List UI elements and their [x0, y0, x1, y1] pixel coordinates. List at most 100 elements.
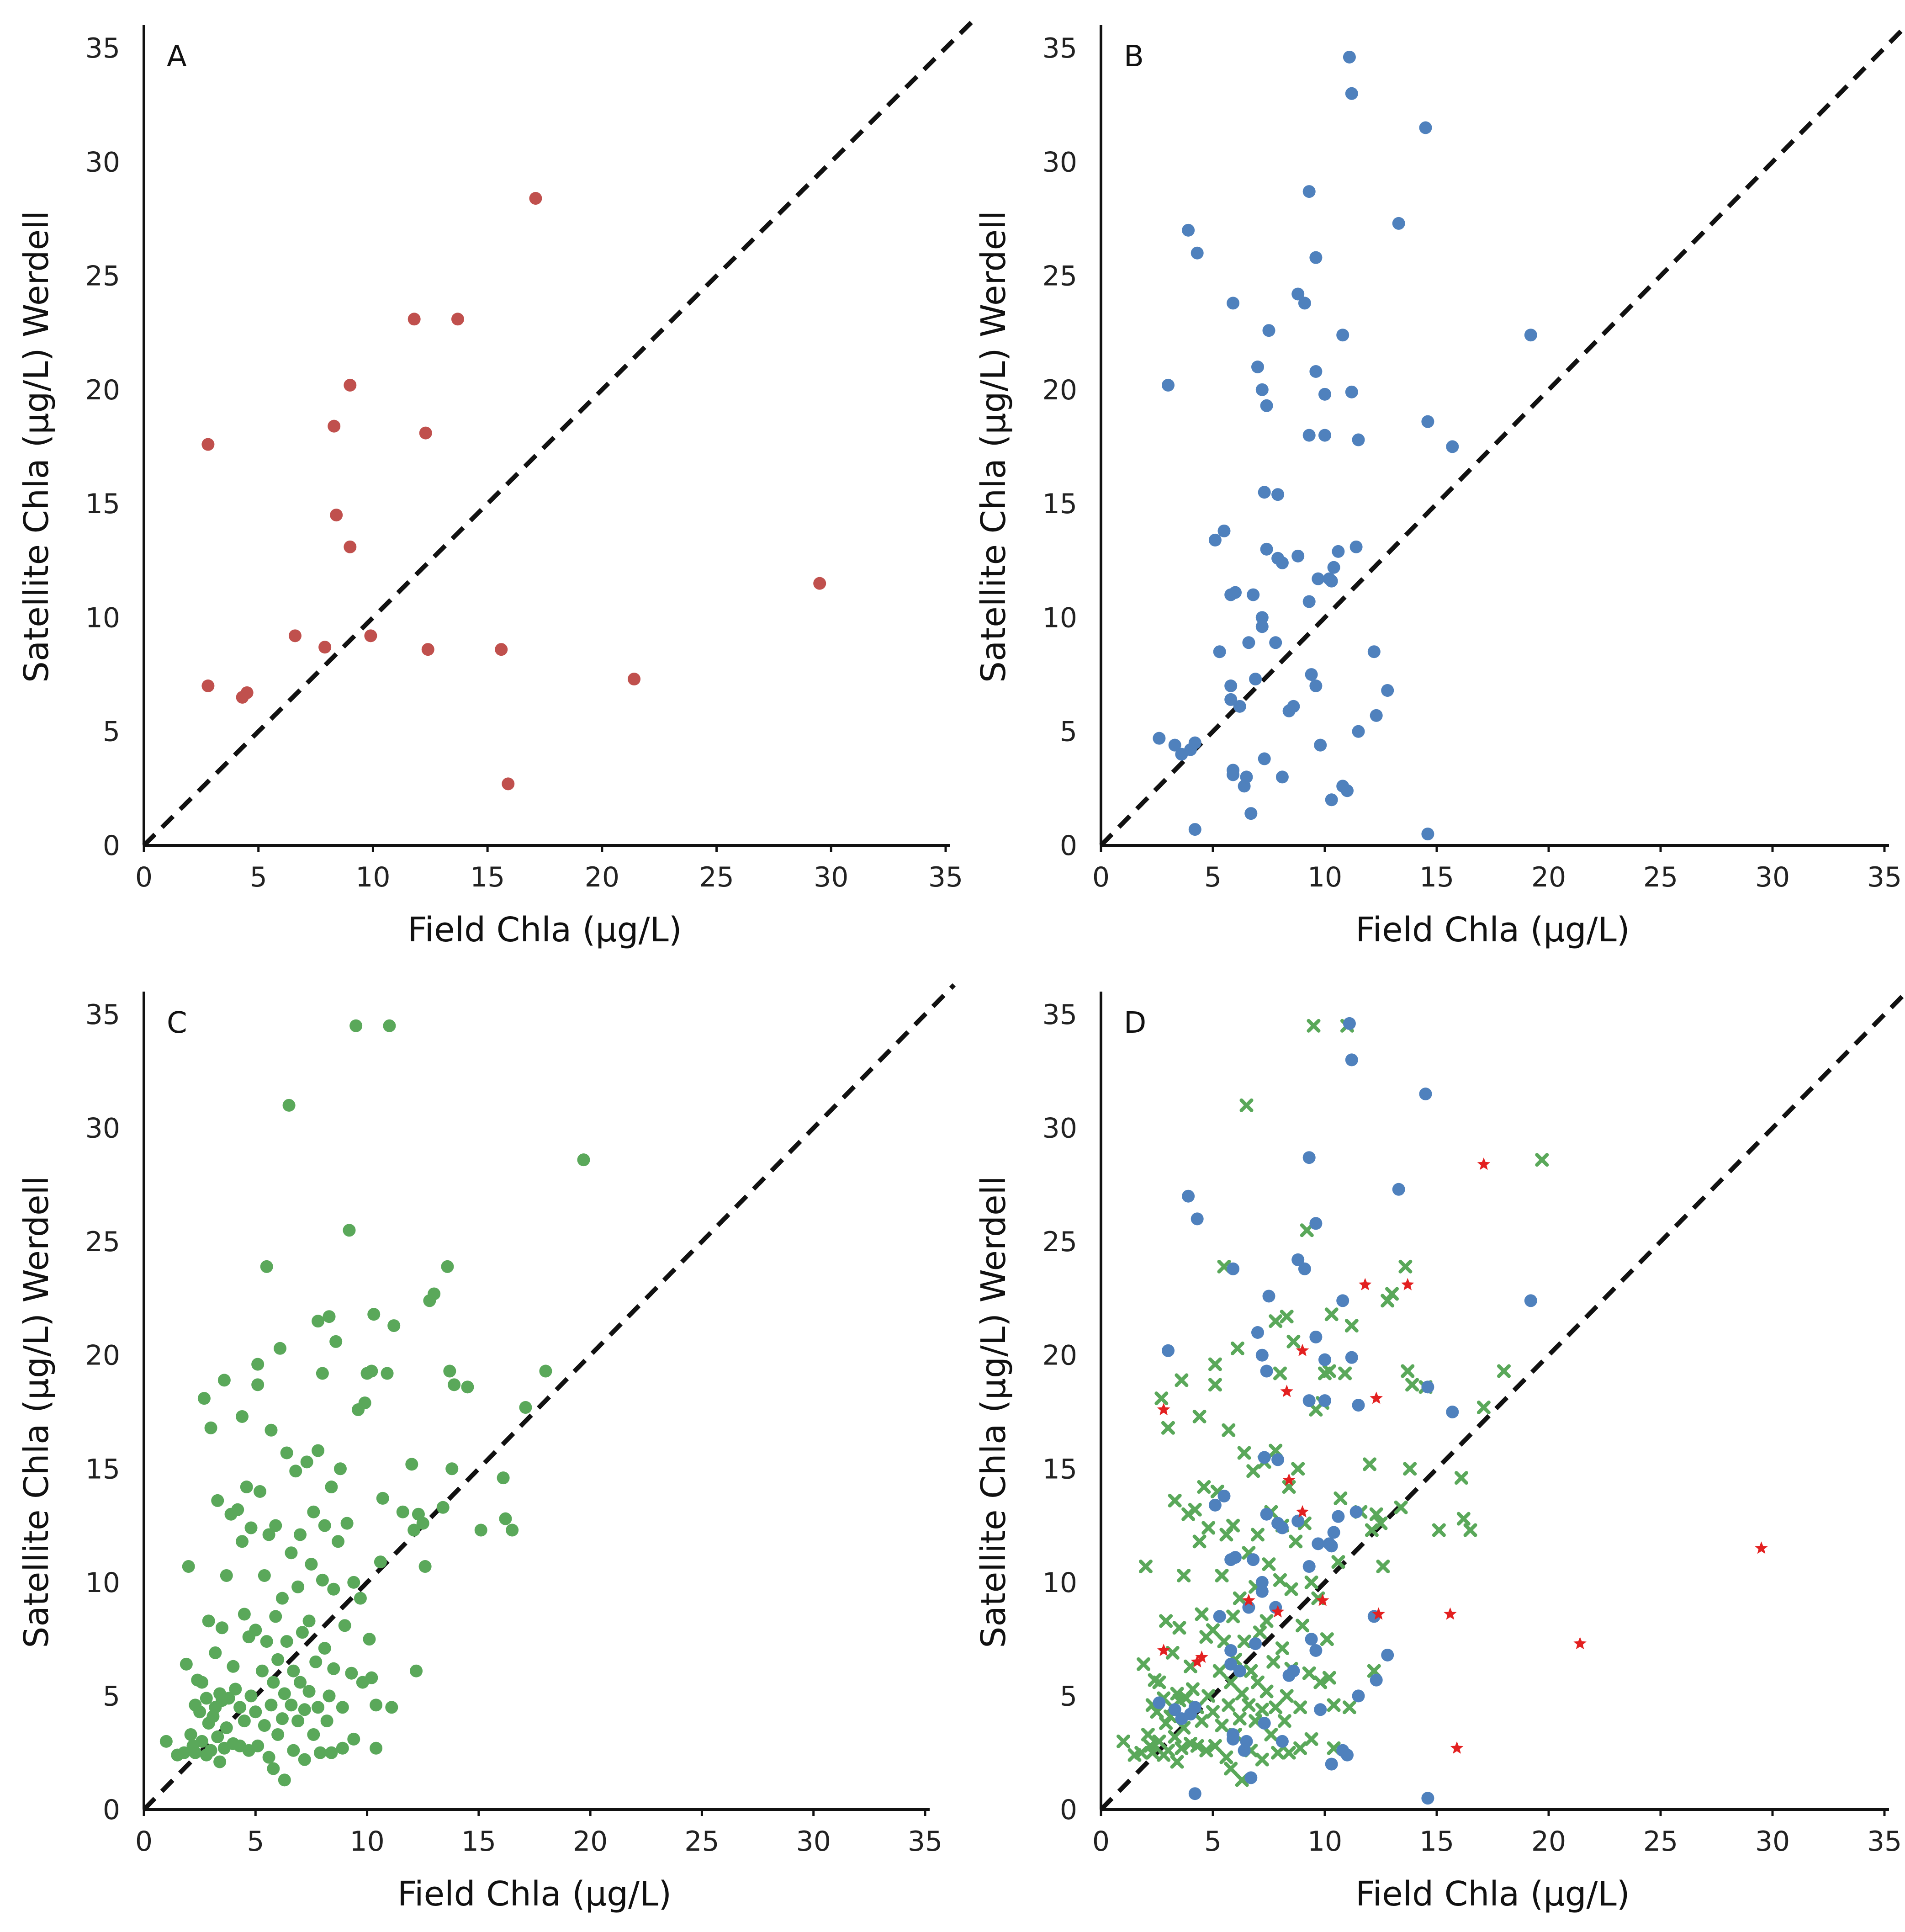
- panel-d-point: [1327, 1526, 1340, 1539]
- panel-d-point: [1208, 1739, 1222, 1753]
- panel-c-point: [260, 1260, 273, 1273]
- panel-d-point: [1282, 1746, 1296, 1760]
- panel-d-point: [1217, 1635, 1231, 1649]
- panel-d-point: [1239, 1098, 1254, 1112]
- panel-c-point: [204, 1744, 217, 1757]
- panel-b-point: [1269, 636, 1282, 649]
- panel-c-point: [197, 1392, 211, 1405]
- panel-d-point: [1309, 1217, 1323, 1230]
- panel-b-point: [1224, 693, 1238, 706]
- panel-c-point: [280, 1446, 293, 1460]
- panel-d-point: [1192, 1534, 1206, 1549]
- panel-c-point: [336, 1701, 349, 1714]
- panel-c-point: [285, 1546, 298, 1560]
- panel-d-point: [1215, 1568, 1229, 1582]
- panel-c-point: [327, 1582, 340, 1596]
- panel-c-point: [506, 1523, 519, 1537]
- panel-d-point: [1175, 1741, 1189, 1755]
- panel-d-point: [1260, 1507, 1273, 1521]
- panel-d-point: [1392, 1183, 1405, 1196]
- panel-c-point: [313, 1746, 327, 1759]
- panel-d-point: [1343, 1017, 1356, 1030]
- panel-d-point: [1273, 1366, 1287, 1380]
- panel-d-points: [1117, 1017, 1768, 1805]
- panel-d-point: [1212, 1664, 1227, 1678]
- panel-c-point: [227, 1660, 240, 1673]
- panel-c-point: [298, 1753, 311, 1766]
- panel-c-point: [497, 1471, 510, 1485]
- panel-d-point: [1242, 1698, 1256, 1712]
- panel-a-y-tick-label: 5: [103, 716, 120, 748]
- panel-d-point: [1206, 1705, 1220, 1719]
- panel-d-point: [1222, 1423, 1236, 1437]
- panel-d-point: [1302, 1394, 1316, 1407]
- panel-d-y-tick-label: 15: [1042, 1453, 1077, 1485]
- panel-d-y-tick-label: 10: [1042, 1567, 1077, 1599]
- panel-d-point: [1324, 1307, 1339, 1322]
- panel-d-point: [1280, 1310, 1294, 1324]
- panel-c-point: [327, 1662, 340, 1675]
- panel-d-point: [1157, 1644, 1170, 1656]
- panel-d-point: [1208, 1378, 1222, 1392]
- panel-d-point: [1251, 1326, 1264, 1339]
- panel-c-point: [336, 1741, 349, 1755]
- panel-d-point: [1141, 1727, 1155, 1741]
- panel-c-point: [291, 1714, 305, 1728]
- panel-b-point: [1325, 574, 1338, 588]
- panel-d-point: [1401, 1278, 1414, 1290]
- panel-d-point: [1258, 1717, 1271, 1730]
- panel-b-point: [1381, 684, 1394, 697]
- panel-c-point: [298, 1703, 311, 1716]
- panel-c-point: [416, 1517, 429, 1530]
- panel-d-point: [1374, 1516, 1388, 1530]
- panel-c-point: [251, 1358, 265, 1371]
- panel-c-point: [365, 1671, 378, 1684]
- panel-c-point: [177, 1746, 190, 1759]
- panel-c-point: [499, 1512, 512, 1525]
- panel-b-point: [1188, 823, 1201, 836]
- panel-b-x-tick-label: 10: [1307, 861, 1342, 893]
- panel-d-point: [1755, 1541, 1768, 1554]
- panel-d-point: [1293, 1700, 1307, 1714]
- panel-c-point: [231, 1503, 244, 1516]
- panel-c-point: [365, 1364, 378, 1378]
- panel-d-point: [1168, 1703, 1181, 1716]
- panel-d-point: [1325, 1539, 1338, 1553]
- panel-a-x-tick-label: 30: [814, 861, 848, 893]
- panel-b-point: [1275, 556, 1289, 569]
- panel-d-point: [1309, 1644, 1323, 1657]
- panel-b-point: [1275, 770, 1289, 784]
- panel-d-point: [1244, 1664, 1258, 1678]
- panel-d-x-tick-label: 15: [1419, 1826, 1454, 1858]
- panel-d-point: [1309, 1330, 1323, 1343]
- panel-d-point: [1137, 1657, 1151, 1671]
- panel-c-point: [159, 1735, 173, 1748]
- panel-c-point: [347, 1576, 360, 1589]
- panel-b-label: B: [1124, 40, 1144, 74]
- panel-d-point: [1421, 1792, 1434, 1805]
- panel-c-point: [316, 1367, 329, 1380]
- panel-d-point: [1421, 1380, 1434, 1394]
- panel-c-y-tick-label: 5: [103, 1680, 120, 1712]
- panel-c-point: [519, 1401, 532, 1414]
- panel-d-point: [1269, 1314, 1283, 1328]
- panel-d-point: [1313, 1675, 1328, 1689]
- panel-c-point: [235, 1410, 249, 1423]
- panel-d-point: [1291, 1462, 1305, 1476]
- panel-d-point: [1342, 1700, 1356, 1714]
- panel-b-x-tick-label: 0: [1092, 861, 1110, 893]
- panel-b-x-tick-label: 15: [1419, 861, 1454, 893]
- panel-b-y-ticks: 0 5 10 15 20 25 30 35: [1042, 32, 1077, 862]
- panel-d-point: [1191, 1655, 1204, 1667]
- panel-c-point: [307, 1728, 320, 1741]
- panel-d-point: [1264, 1727, 1278, 1741]
- panel-c-point: [249, 1624, 262, 1637]
- panel-c-point: [200, 1692, 213, 1705]
- panel-d-point: [1240, 1735, 1253, 1748]
- panel-b-point: [1345, 385, 1358, 398]
- panel-c-point: [441, 1260, 454, 1273]
- panel-d-point: [1229, 1551, 1242, 1564]
- panel-d-point: [1224, 1657, 1238, 1671]
- panel-d-point: [1302, 1151, 1316, 1164]
- panel-c-point: [354, 1592, 367, 1605]
